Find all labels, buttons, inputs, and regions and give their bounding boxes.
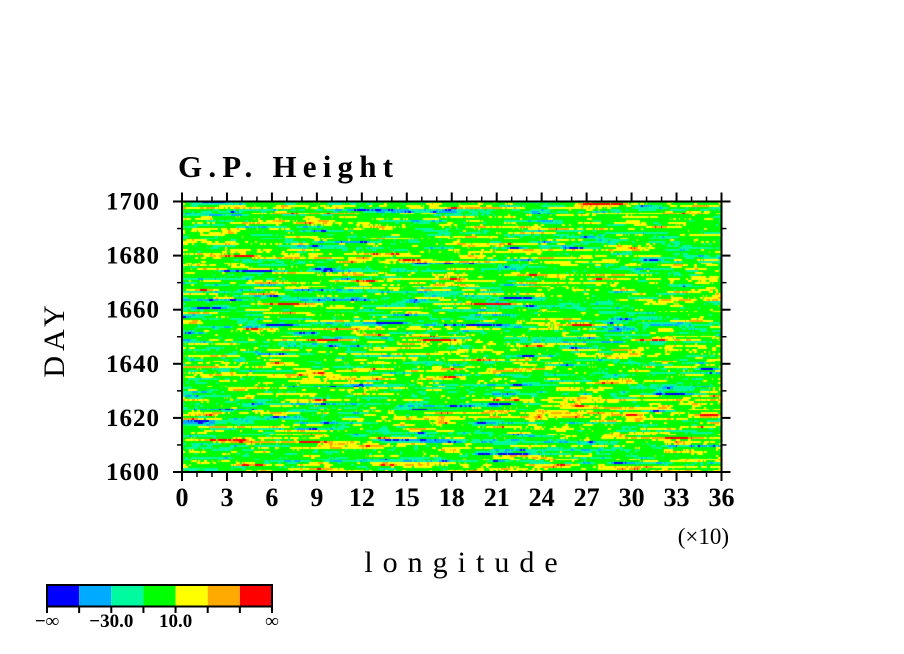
svg-text:12: 12	[349, 483, 375, 512]
svg-text:1600: 1600	[106, 459, 160, 486]
svg-text:21: 21	[484, 483, 510, 512]
svg-text:DAY: DAY	[38, 300, 71, 377]
svg-text:−30.0: −30.0	[89, 611, 133, 632]
svg-text:0: 0	[176, 483, 189, 512]
svg-text:−∞: −∞	[35, 611, 59, 632]
svg-text:longitude: longitude	[364, 546, 567, 579]
svg-text:9: 9	[310, 483, 323, 512]
svg-text:1620: 1620	[106, 405, 160, 432]
svg-text:24: 24	[529, 483, 555, 512]
svg-text:G.P. Height: G.P. Height	[178, 149, 399, 184]
svg-text:1660: 1660	[106, 297, 160, 324]
svg-text:27: 27	[574, 483, 600, 512]
svg-text:33: 33	[664, 483, 690, 512]
svg-text:30: 30	[619, 483, 645, 512]
svg-text:1700: 1700	[106, 189, 160, 216]
svg-text:6: 6	[265, 483, 278, 512]
svg-text:18: 18	[439, 483, 465, 512]
svg-text:(×10): (×10)	[678, 524, 729, 549]
svg-text:1680: 1680	[106, 243, 160, 270]
svg-text:10.0: 10.0	[159, 611, 192, 632]
svg-text:∞: ∞	[265, 611, 279, 632]
svg-text:15: 15	[394, 483, 420, 512]
svg-text:36: 36	[709, 483, 735, 512]
svg-text:1640: 1640	[106, 351, 160, 378]
svg-text:3: 3	[220, 483, 233, 512]
